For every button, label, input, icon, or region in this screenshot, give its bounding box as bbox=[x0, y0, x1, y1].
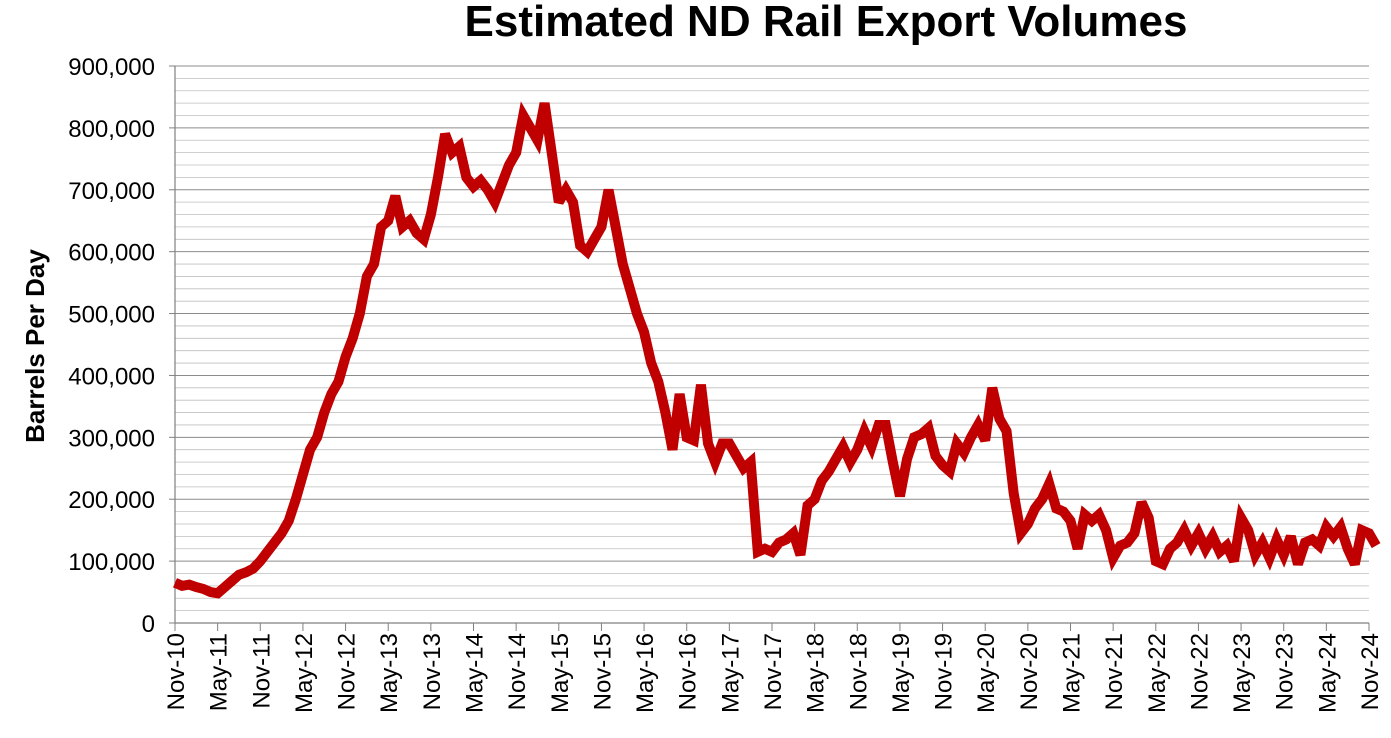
x-tick-label: Nov-15 bbox=[589, 633, 616, 710]
x-tick-label: Nov-12 bbox=[334, 633, 361, 710]
axes bbox=[174, 66, 1369, 624]
y-tick-label: 300,000 bbox=[68, 425, 155, 452]
x-axis-ticks: Nov-10 May-11 Nov-11 May-12 Nov-12 May-13 Nov-… bbox=[163, 623, 1384, 713]
x-tick-label: Nov-20 bbox=[1016, 633, 1043, 710]
x-tick-label: May-12 bbox=[291, 633, 318, 713]
x-tick-label: May-17 bbox=[717, 633, 744, 713]
x-tick-label: May-18 bbox=[803, 633, 830, 713]
grid-lines bbox=[175, 65, 1369, 624]
y-axis-label: Barrels Per Day bbox=[20, 249, 50, 443]
series-line bbox=[173, 101, 1381, 599]
y-tick-label: 600,000 bbox=[68, 240, 155, 267]
y-tick-label: 500,000 bbox=[68, 302, 155, 329]
x-tick-label: May-22 bbox=[1144, 633, 1171, 713]
x-tick-label: May-11 bbox=[206, 633, 233, 711]
x-tick-label: Nov-14 bbox=[504, 633, 531, 710]
series-layer bbox=[173, 101, 1381, 599]
x-tick-label: May-24 bbox=[1314, 633, 1341, 713]
x-tick-label: May-23 bbox=[1229, 633, 1256, 713]
x-tick-label: Nov-17 bbox=[760, 633, 787, 710]
x-tick-label: May-15 bbox=[547, 633, 574, 713]
chart-title: Estimated ND Rail Export Volumes bbox=[465, 0, 1188, 46]
x-tick-label: Nov-22 bbox=[1186, 633, 1213, 710]
y-tick-label: 900,000 bbox=[68, 54, 155, 81]
x-tick-label: May-16 bbox=[632, 633, 659, 713]
y-tick-label: 800,000 bbox=[68, 116, 155, 143]
x-tick-label: Nov-24 bbox=[1357, 633, 1384, 710]
x-tick-label: May-14 bbox=[462, 633, 489, 713]
x-tick-label: Nov-11 bbox=[248, 633, 275, 709]
x-tick-label: Nov-19 bbox=[931, 633, 958, 710]
x-tick-label: Nov-18 bbox=[845, 633, 872, 710]
x-tick-label: May-13 bbox=[376, 633, 403, 713]
x-tick-label: Nov-13 bbox=[419, 633, 446, 710]
x-tick-label: Nov-10 bbox=[163, 633, 190, 710]
y-tick-label: 200,000 bbox=[68, 487, 155, 514]
x-tick-label: May-19 bbox=[888, 633, 915, 713]
x-tick-label: Nov-21 bbox=[1101, 633, 1128, 710]
y-axis-ticks: 0 100,000 200,000 300,000 400,000 500,000 600,… bbox=[68, 54, 175, 638]
x-tick-label: Nov-16 bbox=[675, 633, 702, 710]
y-tick-label: 100,000 bbox=[68, 549, 155, 576]
x-tick-label: May-20 bbox=[973, 633, 1000, 713]
x-tick-label: May-21 bbox=[1059, 633, 1086, 713]
y-tick-label: 700,000 bbox=[68, 178, 155, 205]
y-tick-label: 400,000 bbox=[68, 363, 155, 390]
y-tick-label: 0 bbox=[142, 611, 155, 638]
x-tick-label: Nov-23 bbox=[1272, 633, 1299, 710]
